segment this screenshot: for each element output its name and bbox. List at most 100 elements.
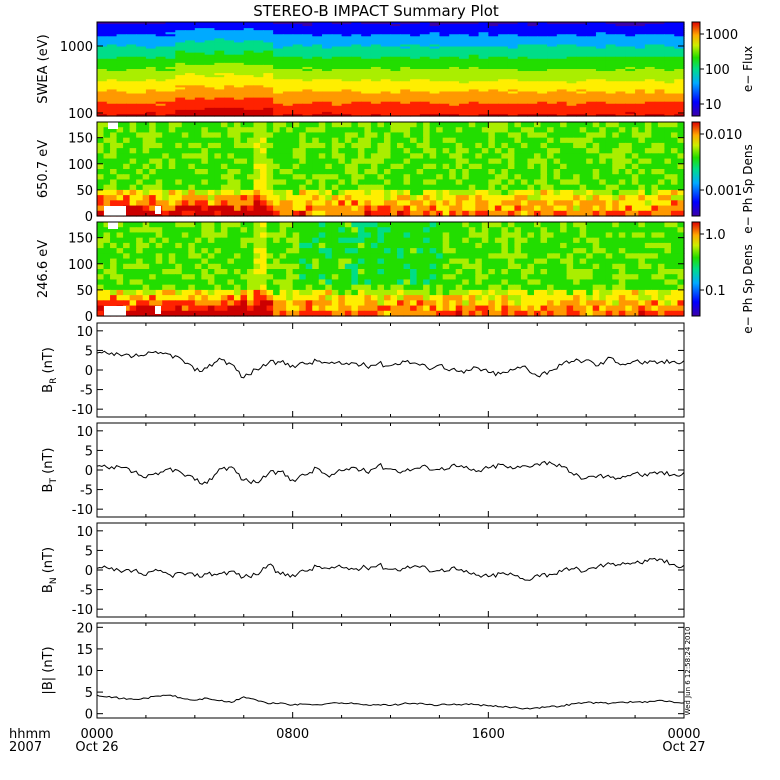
- spectrogram-cell: [361, 109, 372, 113]
- spectrogram-cell: [439, 58, 450, 62]
- spectrogram-cell: [488, 36, 499, 39]
- pad-cell: [220, 242, 229, 249]
- spectrogram-cell: [439, 69, 450, 72]
- spectrogram-cell: [253, 83, 264, 86]
- pad-cell: [149, 195, 157, 201]
- spectrogram-cell: [322, 81, 333, 84]
- pad-cell: [488, 200, 496, 207]
- spectrogram-cell: [106, 66, 118, 70]
- spectrogram-cell: [145, 95, 157, 99]
- pad-cell: [377, 158, 385, 165]
- spectrogram-cell: [517, 87, 529, 91]
- spectrogram-cell: [566, 44, 577, 48]
- spectrogram-cell: [106, 56, 118, 60]
- pad-cell: [592, 189, 600, 196]
- spectrogram-cell: [214, 58, 225, 62]
- spectrogram-cell: [566, 46, 577, 50]
- spectrogram-cell: [478, 91, 489, 95]
- pad-cell: [507, 227, 516, 234]
- pad-cell: [240, 237, 248, 244]
- spectrogram-cell: [507, 26, 519, 29]
- spectrogram-cell: [273, 60, 284, 64]
- spectrogram-cell: [449, 95, 460, 99]
- pad-cell: [540, 210, 548, 217]
- pad-cell: [266, 127, 274, 134]
- pad-cell: [462, 200, 470, 207]
- spectrogram-cell: [370, 93, 382, 97]
- spectrogram-cell: [498, 75, 509, 78]
- spectrogram-cell: [233, 38, 245, 41]
- pad-cell: [194, 137, 202, 144]
- pad-cell: [566, 195, 574, 201]
- spectrogram-cell: [253, 52, 264, 56]
- spectrogram-cell: [410, 75, 421, 78]
- spectrogram-cell: [106, 101, 118, 105]
- pad-cell: [247, 127, 255, 134]
- pad-cell: [631, 137, 639, 144]
- pad-cell: [592, 205, 600, 212]
- spectrogram-cell: [547, 103, 558, 107]
- spectrogram-cell: [468, 44, 480, 48]
- spectrogram-cell: [644, 99, 656, 103]
- pad-cell: [168, 169, 176, 175]
- pad-cell: [168, 158, 176, 165]
- pad-cell: [110, 227, 118, 234]
- spectrogram-cell: [517, 81, 529, 84]
- spectrogram-cell: [302, 24, 313, 27]
- spectrogram-cell: [214, 101, 225, 105]
- spectrogram-cell: [175, 89, 186, 93]
- pad-cell: [507, 195, 516, 201]
- spectrogram-cell: [243, 64, 255, 68]
- pad-cell: [494, 248, 502, 254]
- pad-cell: [383, 222, 392, 228]
- spectrogram-cell: [556, 71, 568, 74]
- pad-cell: [305, 232, 313, 239]
- spectrogram-cell: [312, 48, 323, 52]
- pad-cell: [318, 242, 326, 249]
- spectrogram-cell: [233, 66, 245, 70]
- spectrogram-cell: [595, 87, 607, 91]
- spectrogram-cell: [674, 42, 685, 46]
- pad-cell: [370, 137, 379, 144]
- spectrogram-cell: [400, 44, 411, 48]
- pad-cell: [442, 232, 450, 239]
- spectrogram-cell: [263, 26, 274, 29]
- spectrogram-cell: [116, 46, 127, 50]
- pad-cell: [442, 189, 450, 196]
- spectrogram-cell: [654, 85, 666, 88]
- pad-cell: [162, 248, 170, 254]
- spectrogram-cell: [468, 64, 480, 68]
- spectrogram-cell: [351, 107, 362, 111]
- pad-cell: [312, 237, 320, 244]
- pad-cell: [305, 200, 313, 207]
- spectrogram-cell: [136, 58, 147, 62]
- spectrogram-cell: [302, 105, 313, 109]
- spectrogram-cell: [361, 87, 372, 91]
- pad-cell: [670, 242, 679, 249]
- pad-cell: [292, 127, 300, 134]
- spectrogram-cell: [517, 99, 529, 103]
- spectrogram-cell: [674, 30, 685, 33]
- spectrogram-cell: [233, 107, 245, 111]
- pad-cell: [247, 158, 255, 165]
- pad-cell: [240, 137, 248, 144]
- pad-cell: [579, 232, 587, 239]
- pad-cell: [651, 210, 659, 217]
- pad-cell: [383, 205, 392, 212]
- spectrogram-cell: [322, 50, 333, 54]
- spectrogram-cell: [419, 54, 431, 58]
- pad-cell: [501, 169, 509, 175]
- spectrogram-cell: [370, 46, 382, 50]
- spectrogram-cell: [106, 40, 118, 44]
- pad-cell: [481, 132, 489, 139]
- spectrogram-cell: [253, 99, 264, 103]
- spectrogram-cell: [370, 113, 382, 117]
- spectrogram-cell: [654, 93, 666, 97]
- spectrogram-cell: [126, 46, 137, 50]
- spectrogram-cell: [410, 26, 421, 29]
- spectrogram-cell: [498, 111, 509, 115]
- spectrogram-cell: [165, 48, 176, 52]
- pad-cell: [494, 153, 502, 160]
- spectrogram-cell: [273, 75, 284, 78]
